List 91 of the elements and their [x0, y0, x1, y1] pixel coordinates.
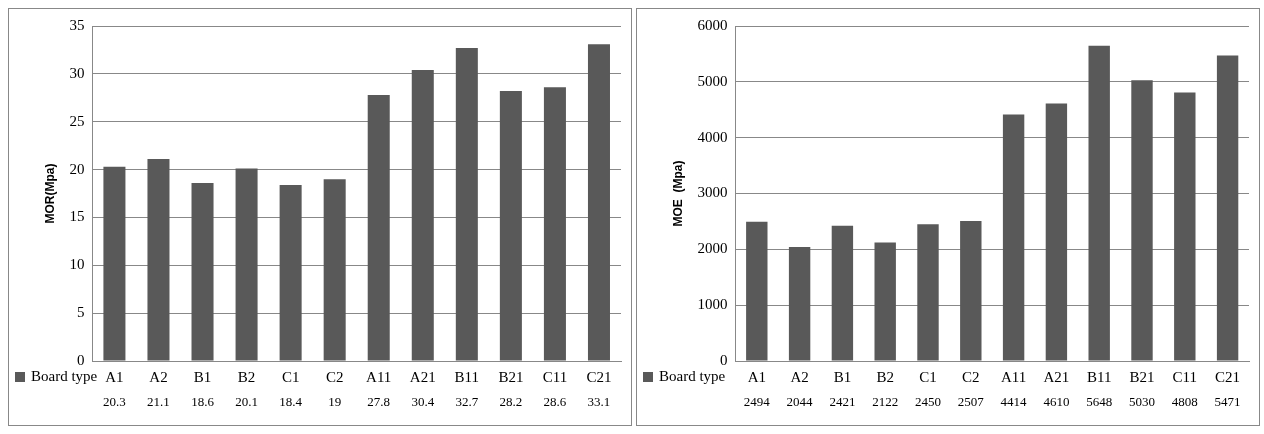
data-label: 18.4: [279, 394, 303, 410]
x-tick-label: C2: [962, 368, 980, 385]
x-tick-label: A21: [409, 368, 436, 385]
x-tick-label: A11: [1000, 368, 1027, 385]
data-label: 32.7: [455, 394, 479, 410]
y-tick-label: 1000: [697, 296, 728, 313]
y-tick-label: 0: [76, 351, 85, 368]
x-tick-label: C1: [919, 368, 937, 385]
data-label: 2494: [743, 394, 771, 410]
data-label: 21.1: [147, 394, 170, 410]
bar: [788, 246, 811, 361]
bar: [874, 242, 896, 361]
data-label: 28.2: [499, 394, 523, 410]
y-tick-label: 5000: [697, 72, 728, 89]
bar: [917, 224, 939, 361]
y-tick-label: 0: [719, 351, 728, 368]
y-tick-label: 6000: [697, 16, 728, 33]
bar: [960, 221, 982, 361]
data-label: 2507: [957, 394, 985, 410]
data-label: 2450: [915, 394, 941, 410]
data-label: 33.1: [587, 394, 611, 410]
bar: [1088, 45, 1110, 361]
bar: [279, 184, 302, 361]
bar: [191, 182, 214, 361]
bar: [831, 225, 854, 361]
data-label: 20.1: [235, 394, 258, 410]
bar: [323, 179, 346, 361]
y-tick-label: 3000: [697, 184, 728, 201]
x-tick-label: C21: [586, 368, 612, 385]
data-label: 2122: [872, 394, 899, 410]
y-tick-label: 20: [69, 160, 85, 177]
x-tick-label: B2: [237, 368, 256, 385]
x-tick-label: C21: [1215, 368, 1241, 385]
bar: [1131, 80, 1153, 361]
bar: [1216, 55, 1239, 361]
bar: [103, 166, 126, 361]
bar: [411, 70, 434, 361]
x-tick-label: C11: [542, 368, 568, 385]
x-tick-label: A21: [1043, 368, 1070, 385]
y-tick-label: 35: [69, 16, 85, 33]
y-tick-label: 10: [69, 256, 85, 273]
data-label: 4610: [1043, 394, 1070, 410]
data-label: 2044: [786, 394, 814, 410]
data-label: 4808: [1171, 394, 1198, 410]
y-tick-label: 15: [69, 208, 85, 225]
y-axis-title: MOE (Mpa): [670, 160, 685, 227]
data-label: 18.6: [191, 394, 215, 410]
data-label: 2421: [829, 394, 856, 410]
x-tick-label: B11: [1086, 368, 1112, 385]
data-label: 4414: [1000, 394, 1028, 410]
bar: [543, 87, 566, 361]
x-tick-label: A1: [747, 368, 766, 385]
y-tick-label: 2000: [697, 240, 728, 257]
x-tick-label: B1: [833, 368, 852, 385]
x-tick-label: B2: [876, 368, 894, 385]
y-tick-label: 4000: [697, 128, 728, 145]
x-tick-label: A11: [366, 368, 392, 385]
bar: [1045, 103, 1068, 361]
x-tick-label: A2: [149, 368, 168, 385]
x-tick-label: B21: [1129, 368, 1155, 385]
y-tick-label: 25: [69, 112, 85, 129]
bar: [1002, 114, 1025, 361]
bar: [746, 221, 768, 361]
data-label: 19: [328, 394, 342, 410]
bar: [1174, 92, 1196, 361]
bar: [499, 91, 522, 361]
x-tick-label: C2: [325, 368, 344, 385]
data-label: 5648: [1086, 394, 1113, 410]
bar: [147, 159, 170, 361]
x-tick-label: C1: [281, 368, 300, 385]
x-tick-label: B1: [193, 368, 212, 385]
data-label: 20.3: [103, 394, 126, 410]
data-label: 28.6: [543, 394, 567, 410]
x-tick-label: B11: [454, 368, 480, 385]
legend-label: Board type: [659, 367, 726, 384]
bar: [367, 94, 390, 361]
x-tick-label: B21: [498, 368, 524, 385]
bar: [235, 168, 258, 361]
bar: [587, 44, 610, 361]
legend-label: Board type: [31, 367, 98, 384]
data-label: 30.4: [411, 394, 435, 410]
data-label: 27.8: [367, 394, 391, 410]
data-label: 5030: [1129, 394, 1155, 410]
y-tick-label: 5: [76, 304, 85, 321]
data-label: 5471: [1214, 394, 1241, 410]
x-tick-label: A1: [105, 368, 124, 385]
x-tick-label: C11: [1172, 368, 1198, 385]
x-tick-label: A2: [790, 368, 809, 385]
y-axis-title: MOR(Mpa): [42, 163, 57, 224]
y-tick-label: 30: [69, 64, 85, 81]
bar: [455, 48, 478, 361]
